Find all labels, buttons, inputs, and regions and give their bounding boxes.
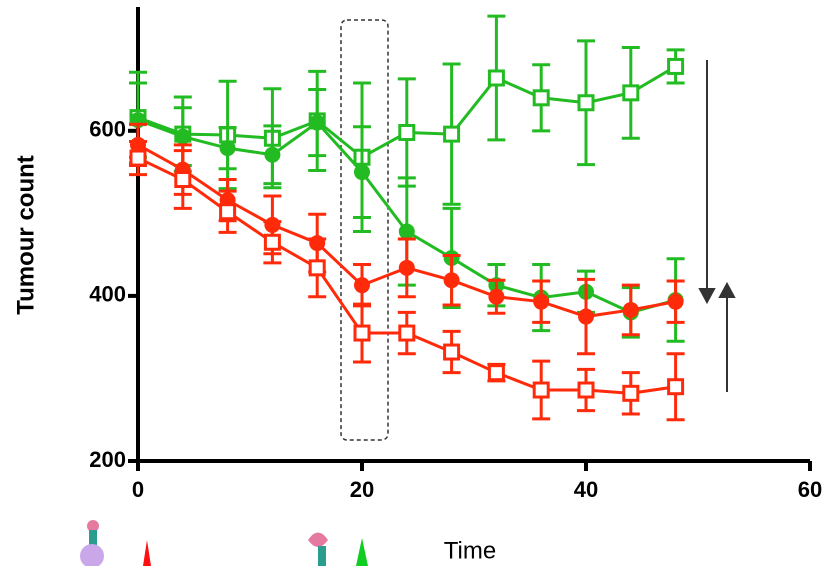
x-tick-label: 20: [350, 477, 374, 502]
icons: [80, 520, 368, 566]
x-tick-label: 40: [574, 477, 598, 502]
point: [577, 94, 595, 112]
y-tick-label: 600: [89, 117, 126, 142]
y-tick-label: 400: [89, 282, 126, 307]
point: [443, 272, 460, 289]
arrows: [698, 60, 736, 392]
x-axis-label: Time: [444, 537, 496, 564]
point: [487, 69, 505, 87]
point: [398, 123, 416, 141]
point: [308, 259, 326, 277]
point: [532, 381, 550, 399]
point: [667, 378, 685, 396]
point: [354, 277, 370, 294]
point: [622, 84, 640, 102]
point: [398, 223, 415, 240]
point: [353, 324, 371, 342]
y-axis-label: Tumour count: [12, 155, 39, 315]
series: [129, 140, 685, 422]
point: [129, 149, 147, 167]
point: [354, 164, 370, 181]
point: [398, 259, 415, 276]
highlight-box: [340, 19, 389, 441]
x-tick-label: 0: [132, 477, 144, 502]
point: [533, 293, 550, 310]
y-tick-label: 200: [89, 447, 126, 472]
point: [622, 384, 640, 402]
point: [667, 293, 684, 310]
point: [309, 114, 326, 131]
point: [398, 324, 416, 342]
point: [219, 203, 237, 221]
series: [129, 81, 685, 343]
point: [174, 171, 192, 189]
point: [488, 288, 505, 305]
point: [577, 381, 595, 399]
point: [219, 140, 236, 157]
x-tick-label: 60: [798, 477, 822, 502]
point: [174, 128, 191, 145]
point: [532, 89, 550, 107]
point: [264, 146, 281, 163]
point: [578, 308, 594, 325]
point: [263, 233, 281, 251]
point: [443, 343, 461, 361]
point: [443, 125, 461, 143]
point: [487, 364, 505, 382]
point: [622, 301, 639, 318]
point: [667, 57, 685, 75]
